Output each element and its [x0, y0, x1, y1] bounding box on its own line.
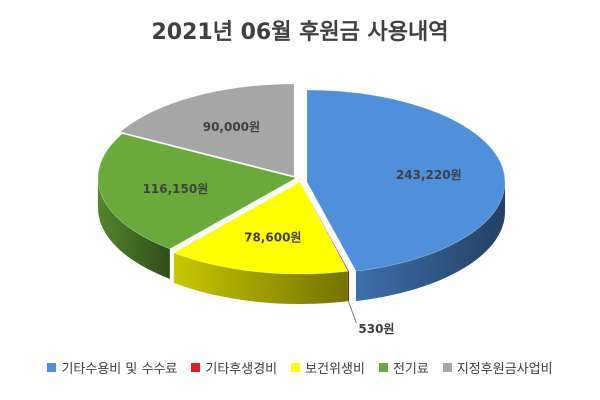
legend-swatch	[191, 363, 201, 372]
chart-title: 2021년 06월 후원금 사용내역	[151, 20, 449, 45]
legend-label: 기타수용비 및 수수료	[61, 362, 178, 377]
legend-swatch	[291, 363, 301, 372]
data-label-1: 530원	[358, 322, 394, 336]
pie-slice-side-1	[347, 271, 349, 302]
legend-label: 보건위생비	[305, 362, 365, 377]
pie-slice-side-0	[355, 182, 506, 302]
legend-label: 지정후원금사업비	[456, 362, 553, 377]
pie-slice-3	[97, 133, 297, 250]
legend-swatch	[442, 363, 452, 372]
data-label-4: 90,000원	[203, 120, 260, 134]
leader-line-1	[347, 301, 357, 324]
pie-slice-side-3	[98, 178, 170, 279]
pie-slice-0	[306, 89, 506, 272]
legend-item: 기타후생경비	[191, 358, 277, 377]
legend-item: 기타수용비 및 수수료	[47, 358, 177, 377]
data-label-0: 243,220원	[396, 168, 462, 182]
legend-label: 전기료	[392, 362, 429, 377]
pie-slice-1	[299, 181, 350, 272]
legend-swatch	[47, 363, 57, 372]
legend-item: 지정후원금사업비	[442, 358, 553, 377]
pie-slice-2	[173, 181, 349, 275]
legend-label: 기타후생경비	[205, 362, 278, 377]
chart-legend: 기타수용비 및 수수료 기타후생경비 보건위생비 전기료 지정후원금사업비	[0, 358, 600, 377]
legend-swatch	[378, 363, 388, 372]
pie-slice-side-2	[173, 252, 348, 304]
legend-item: 전기료	[378, 358, 429, 377]
data-label-2: 78,600원	[244, 231, 301, 245]
data-label-3: 116,150원	[143, 182, 209, 196]
pie-slice-4	[119, 83, 295, 177]
legend-item: 보건위생비	[291, 358, 365, 377]
